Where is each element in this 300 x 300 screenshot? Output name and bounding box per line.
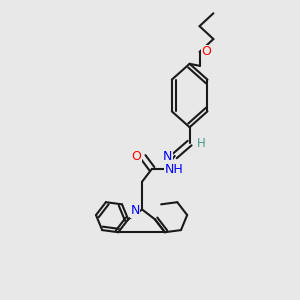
Text: N: N — [163, 150, 172, 164]
Text: O: O — [131, 150, 141, 164]
Text: O: O — [202, 45, 212, 58]
Text: H: H — [197, 136, 206, 150]
Text: NH: NH — [164, 163, 183, 176]
Text: N: N — [130, 204, 140, 217]
